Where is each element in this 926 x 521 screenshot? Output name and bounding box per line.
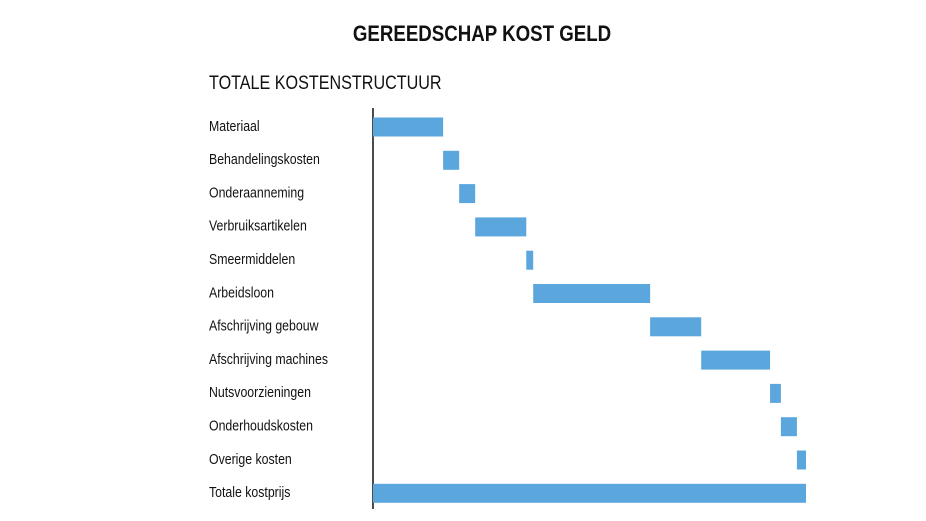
chart-title: GEREEDSCHAP KOST GELD	[353, 22, 611, 46]
category-label: Smeermiddelen	[209, 251, 295, 267]
bar	[373, 117, 444, 137]
category-label: Arbeidsloon	[209, 284, 274, 300]
chart-subtitle: TOTALE KOSTENSTRUCTUUR	[209, 72, 442, 94]
category-label: Materiaal	[209, 118, 260, 134]
bar	[443, 150, 460, 170]
bar	[770, 383, 781, 403]
category-label: Verbruiksartikelen	[209, 218, 307, 234]
category-label: Behandelingskosten	[209, 151, 320, 167]
category-label: Afschrijving machines	[209, 351, 328, 367]
category-label: Afschrijving gebouw	[209, 318, 319, 334]
category-label: Onderhoudskosten	[209, 418, 313, 434]
bar	[796, 450, 806, 470]
total-bar	[373, 483, 806, 503]
category-label: Totale kostprijs	[209, 484, 291, 500]
bar	[780, 417, 797, 437]
bar	[650, 317, 702, 337]
bar	[459, 184, 476, 204]
bar	[701, 350, 771, 370]
bar	[533, 284, 651, 303]
category-label: Nutsvoorzieningen	[209, 384, 311, 400]
bar	[475, 217, 527, 237]
category-label: Overige kosten	[209, 451, 292, 467]
category-label: Onderaanneming	[209, 184, 304, 200]
bar	[526, 250, 534, 270]
